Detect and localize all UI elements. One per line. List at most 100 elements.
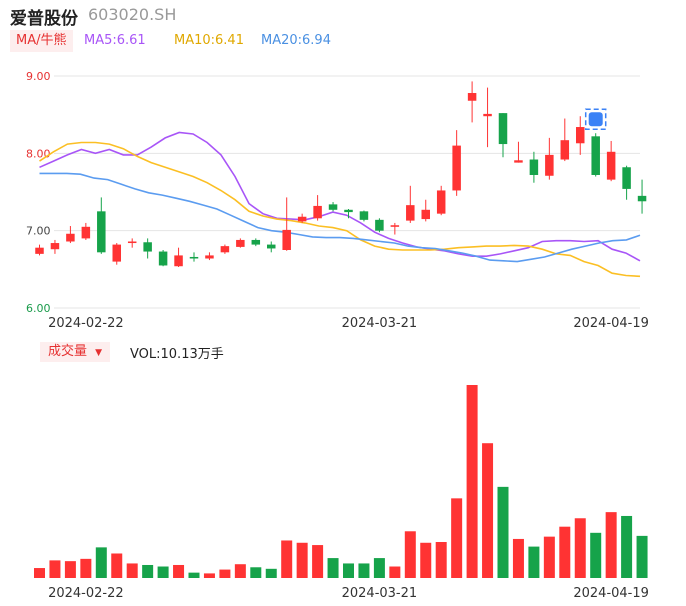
candle-body [220, 246, 230, 253]
volume-bar [327, 558, 339, 578]
candle-body [560, 140, 570, 160]
marker-icon-frame [584, 108, 607, 131]
candle-body [375, 219, 384, 231]
candle-body [452, 145, 461, 191]
volume-bar [435, 542, 447, 578]
volume-bar [234, 564, 246, 578]
candle-body [344, 209, 353, 213]
candle-body [359, 211, 369, 220]
volume-bar [188, 572, 200, 578]
candle-body [158, 251, 168, 266]
volume-bar [126, 563, 138, 578]
volume-bar [265, 568, 277, 578]
volume-bar [574, 518, 586, 578]
volume-bar [296, 542, 308, 578]
volume-bar [466, 385, 478, 578]
x-tick-label: 2024-04-19 [573, 316, 649, 331]
candle-body [591, 136, 600, 175]
candle-body [576, 127, 585, 144]
candle-body [50, 243, 60, 250]
volume-bar [111, 553, 123, 578]
candle-body [174, 255, 183, 267]
stock-name: 爱普股份 [10, 9, 78, 29]
candle-body [622, 167, 631, 189]
candle-body [313, 205, 322, 219]
x-tick-label: 2024-02-22 [48, 316, 124, 331]
y-tick-label: 7.00 [26, 225, 51, 238]
volume-bar [157, 566, 169, 578]
candle-body [127, 241, 137, 244]
volume-bar [605, 512, 617, 578]
x-tick-label: 2024-03-21 [342, 316, 418, 331]
candle-body [390, 225, 400, 227]
volume-bar [528, 546, 540, 578]
volume-bar [49, 560, 61, 578]
volume-x-tick-label: 2024-03-21 [342, 586, 418, 601]
candle-body [97, 211, 106, 253]
candle-body [637, 195, 647, 202]
y-tick-label: 6.00 [26, 302, 51, 315]
volume-x-tick-label: 2024-02-22 [48, 586, 124, 601]
candle-body [483, 113, 492, 117]
candle-body [514, 160, 523, 163]
volume-bar [142, 564, 154, 578]
candle-body [143, 242, 152, 252]
stock-code: 603020.SH [88, 5, 177, 24]
candle-body [545, 154, 554, 176]
candle-body [606, 151, 616, 180]
volume-bar [312, 545, 324, 578]
volume-bar [559, 526, 571, 578]
volume-bar [34, 568, 45, 578]
volume-bar [543, 536, 555, 578]
ma20-value: MA20:6.94 [261, 33, 331, 48]
volume-bar [621, 515, 633, 578]
volume-bar [250, 567, 262, 578]
candle-body [328, 204, 338, 210]
candle-body [282, 229, 291, 250]
volume-bar [497, 486, 509, 578]
volume-label: 成交量 [48, 344, 88, 359]
y-tick-label: 9.00 [26, 70, 51, 83]
candle-body [467, 93, 477, 101]
chevron-down-icon: ▼ [95, 348, 103, 358]
candle-body [205, 255, 214, 259]
volume-bar [636, 535, 648, 578]
volume-bar [173, 564, 185, 578]
candle-body [498, 113, 508, 145]
candle-body [421, 209, 430, 220]
volume-bar [80, 558, 92, 578]
candle-body [112, 244, 121, 262]
ma10-line [39, 141, 641, 278]
y-tick-label: 8.00 [26, 147, 51, 160]
volume-bar [358, 563, 370, 578]
volume-bar [64, 561, 76, 578]
ma-indicator-selector[interactable]: MA/牛熊 [10, 30, 73, 52]
volume-bar [373, 558, 385, 578]
volume-bar [95, 547, 107, 578]
volume-indicator-selector[interactable]: 成交量 ▼ [40, 342, 111, 362]
candle-body [436, 190, 446, 214]
volume-bar [281, 540, 293, 578]
volume-bar [512, 538, 524, 578]
ma5-line [39, 131, 641, 262]
volume-bar [404, 531, 416, 578]
volume-bar [451, 498, 463, 578]
candle-body [189, 256, 199, 259]
candle-body [406, 205, 415, 221]
marker-icon [588, 112, 603, 127]
candle-body [251, 239, 261, 245]
candle-body [297, 216, 307, 222]
candle-body [236, 239, 245, 247]
candle-body [35, 247, 44, 254]
ma5-value: MA5:6.61 [84, 33, 146, 48]
volume-bar [482, 443, 494, 578]
candle-body [66, 233, 75, 242]
ma10-value: MA10:6.41 [174, 33, 244, 48]
candle-body [529, 159, 539, 175]
volume-x-tick-label: 2024-04-19 [573, 586, 649, 601]
volume-bar [219, 569, 231, 578]
volume-bar [203, 573, 215, 578]
volume-bar [590, 532, 602, 578]
volume-bar [389, 566, 401, 578]
